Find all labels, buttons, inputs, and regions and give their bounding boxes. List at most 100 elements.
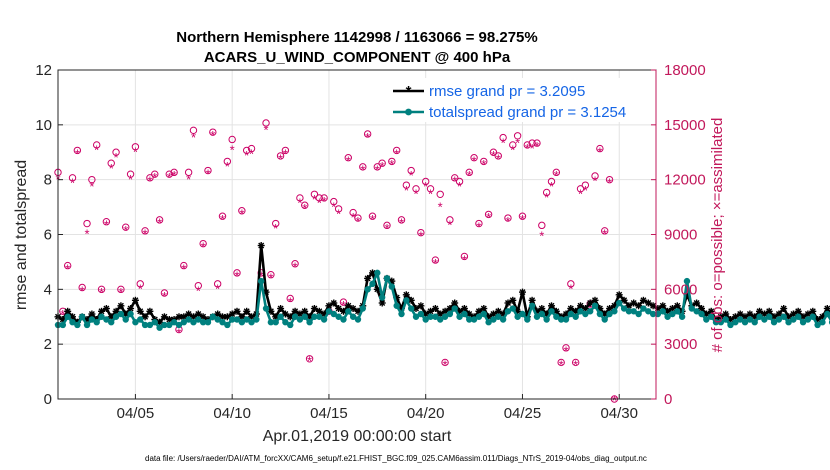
series-point-totalspread [141,321,149,329]
series-point-totalspread [688,305,696,312]
obs-possible-marker [475,219,483,228]
obs-assimilated-marker: * [84,227,89,242]
obs-assimilated-marker: * [75,146,80,161]
obs-assimilated-marker: * [201,239,206,254]
obs-possible-marker [499,133,507,142]
series-point-totalspread [296,316,304,323]
series-point-totalspread [398,310,405,318]
series-point-totalspread [253,316,260,323]
series-point-totalspread [190,319,197,326]
obs-possible-marker [97,285,106,294]
obs-assimilated-marker: * [307,354,312,369]
series-point-totalspread [301,313,308,320]
asterisk-stroke [437,311,444,317]
series-point-totalspread [156,324,163,331]
series-point-totalspread [475,313,483,320]
asterisk-stroke [267,308,274,315]
series-point-totalspread [74,321,81,329]
series-point-rmse [615,291,623,299]
obs-possible-marker [88,175,96,184]
obs-possible-marker [136,280,144,288]
asterisk-stroke [185,311,192,317]
series-point-totalspread [582,310,589,318]
series-point-totalspread [567,310,575,318]
asterisk-stroke [113,308,120,315]
series-point-totalspread [596,310,604,318]
series-point-totalspread [378,294,386,301]
y-tick-label: 4 [44,281,52,298]
obs-assimilated-marker: * [380,159,385,174]
obs-possible-marker [78,283,86,292]
obs-assimilated-marker: * [268,271,273,286]
series-point-totalspread [674,308,681,315]
y2-tick-label: 0 [664,391,672,408]
obs-assimilated-marker: * [563,344,568,359]
obs-possible-marker [112,148,120,156]
obs-possible-marker [571,358,580,367]
asterisk-stroke [176,313,182,320]
obs-assimilated-marker: * [239,207,244,222]
series-point-rmse [402,291,410,299]
obs-assimilated-marker: * [225,159,230,174]
series-point-totalspread [712,319,720,326]
series-point-totalspread [122,316,129,323]
obs-assimilated-marker: * [472,154,477,169]
series-point-rmse [228,310,236,318]
obs-assimilated-marker: * [312,192,317,207]
series-point-totalspread [635,310,642,318]
obs-possible-marker [151,170,159,178]
obs-assimilated-marker: * [433,256,438,271]
obs-assimilated-marker: * [80,283,85,298]
asterisk-stroke [717,313,724,320]
series-point-rmse [441,307,449,315]
series-point-totalspread [354,316,362,323]
obs-possible-marker [509,141,517,149]
series-point-totalspread [98,313,105,320]
obs-possible-marker [552,168,561,177]
series-point-totalspread [364,286,371,293]
obs-possible-marker [417,228,425,237]
series-point-rmse [519,288,526,296]
asterisk-stroke [229,311,236,317]
asterisk-stroke [509,297,516,304]
series-point-totalspread [625,308,633,315]
obs-possible-marker [247,144,256,153]
series-point-totalspread [291,313,299,320]
obs-assimilated-marker: * [167,170,172,185]
obs-assimilated-marker: * [365,130,370,145]
obs-assimilated-marker: * [244,148,249,163]
obs-possible-marker [557,358,565,367]
y-axis-label: rmse and totalspread [13,160,30,310]
series-point-rmse [765,307,773,315]
obs-assimilated-marker: * [234,269,239,284]
asterisk-stroke [345,302,352,309]
obs-assimilated-marker: * [573,357,578,372]
series-point-totalspread [228,316,236,323]
obs-possible-marker [368,212,377,220]
obs-possible-marker [339,298,348,306]
obs-assimilated-marker: * [220,212,225,227]
series-point-rmse [625,302,633,310]
asterisk-stroke [180,313,187,320]
obs-assimilated-marker: * [539,229,544,244]
series-point-totalspread [78,313,86,320]
series-point-rmse [760,310,768,318]
series-point-totalspread [451,305,458,312]
series-point-totalspread [166,321,173,329]
series-point-rmse [736,310,744,318]
series-point-totalspread [722,316,729,323]
series-point-totalspread [519,310,526,318]
asterisk-stroke [296,311,303,317]
series-point-totalspread [388,283,396,290]
obs-possible-marker [605,175,614,184]
obs-assimilated-marker: * [288,294,293,309]
y-tick-label: 2 [44,336,52,353]
series-point-totalspread [146,321,154,329]
obs-possible-marker [562,344,570,352]
y2-tick-label: 9000 [664,227,697,244]
series-point-totalspread [233,316,241,323]
asterisk-stroke [761,311,768,317]
obs-assimilated-marker: * [191,130,196,145]
series-point-totalspread [591,302,599,309]
